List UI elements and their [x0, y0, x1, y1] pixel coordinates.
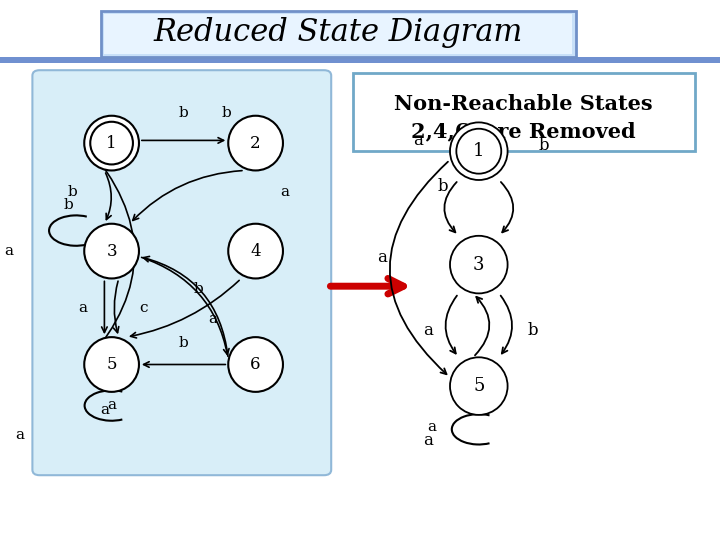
Text: 2,4,6, are Removed: 2,4,6, are Removed: [411, 121, 636, 141]
Text: a: a: [423, 431, 433, 449]
FancyArrowPatch shape: [86, 145, 135, 361]
Text: a: a: [107, 398, 116, 412]
Text: a: a: [377, 249, 387, 266]
Text: b: b: [438, 178, 448, 195]
Ellipse shape: [84, 224, 139, 279]
FancyArrowPatch shape: [102, 281, 107, 333]
FancyArrowPatch shape: [132, 171, 242, 220]
Text: 1: 1: [473, 142, 485, 160]
Text: a: a: [4, 244, 13, 258]
FancyArrowPatch shape: [501, 182, 513, 232]
FancyArrowPatch shape: [142, 138, 224, 143]
FancyArrowPatch shape: [142, 258, 229, 355]
Text: 5: 5: [473, 377, 485, 395]
Text: a: a: [413, 132, 423, 149]
Text: b: b: [63, 198, 73, 212]
Text: 6: 6: [251, 356, 261, 373]
Text: a: a: [78, 301, 87, 315]
Text: a: a: [280, 185, 289, 199]
FancyArrowPatch shape: [475, 297, 490, 355]
FancyArrowPatch shape: [444, 182, 456, 232]
Text: a: a: [100, 403, 109, 417]
FancyArrowPatch shape: [106, 173, 112, 220]
Text: 2: 2: [251, 134, 261, 152]
Text: a: a: [428, 420, 436, 434]
FancyArrowPatch shape: [114, 281, 119, 333]
Text: 3: 3: [107, 242, 117, 260]
Text: 3: 3: [473, 255, 485, 274]
Text: a: a: [208, 312, 217, 326]
Text: b: b: [67, 185, 77, 199]
FancyArrowPatch shape: [143, 362, 225, 367]
Text: Reduced State Diagram: Reduced State Diagram: [154, 17, 523, 48]
Ellipse shape: [228, 224, 283, 279]
FancyBboxPatch shape: [32, 70, 331, 475]
Text: b: b: [179, 336, 189, 350]
Text: b: b: [193, 282, 203, 296]
Ellipse shape: [84, 337, 139, 392]
Text: b: b: [539, 137, 549, 154]
Text: 5: 5: [107, 356, 117, 373]
FancyArrowPatch shape: [390, 161, 448, 374]
Text: Non-Reachable States: Non-Reachable States: [394, 93, 653, 114]
Text: a: a: [423, 322, 433, 339]
Text: 4: 4: [251, 242, 261, 260]
Text: c: c: [140, 301, 148, 315]
Text: b: b: [528, 322, 538, 339]
Text: b: b: [179, 106, 189, 120]
Ellipse shape: [450, 123, 508, 180]
Ellipse shape: [450, 357, 508, 415]
FancyBboxPatch shape: [0, 57, 720, 63]
FancyArrowPatch shape: [130, 280, 239, 338]
Ellipse shape: [228, 337, 283, 392]
Ellipse shape: [84, 116, 139, 171]
Text: b: b: [222, 106, 232, 120]
FancyBboxPatch shape: [353, 73, 695, 151]
Ellipse shape: [450, 236, 508, 293]
FancyArrowPatch shape: [143, 256, 228, 356]
FancyArrowPatch shape: [446, 295, 457, 354]
FancyArrowPatch shape: [500, 295, 512, 354]
Text: 1: 1: [107, 134, 117, 152]
Text: a: a: [16, 428, 24, 442]
FancyBboxPatch shape: [104, 14, 572, 54]
Ellipse shape: [228, 116, 283, 171]
FancyBboxPatch shape: [101, 11, 576, 57]
